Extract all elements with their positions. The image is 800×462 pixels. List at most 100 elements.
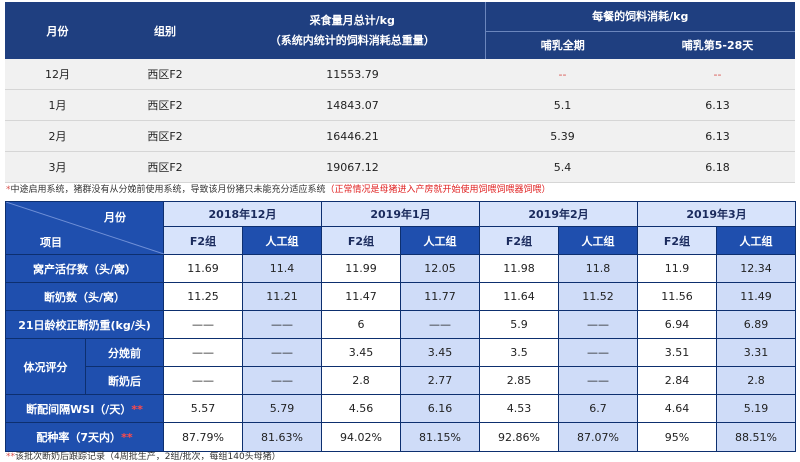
cell-whole: 5.4 (485, 151, 640, 183)
month-header: 2018年12月 (163, 201, 322, 227)
row-label-text: 配种率（7天内） (36, 431, 122, 444)
value-cell: 11.25 (163, 282, 243, 311)
cell-d528: 6.13 (640, 89, 795, 121)
value-cell: 92.86% (479, 422, 559, 452)
table-row: 配种率（7天内）** 87.79% 81.63% 94.02% 81.15% 9… (5, 422, 796, 452)
month-header: 2019年2月 (479, 201, 638, 227)
header-total-line2: （系统内统计的饲料消耗总重量） (269, 33, 435, 47)
cell-total: 16446.21 (220, 120, 485, 152)
cell-month: 2月 (5, 120, 110, 152)
group-header: F2组 (321, 226, 401, 255)
value-cell: 2.85 (479, 366, 559, 395)
value-cell: —— (558, 310, 638, 339)
value-cell: 12.05 (400, 254, 480, 283)
row-sublabel: 断奶后 (85, 366, 164, 395)
value-cell: 95% (637, 422, 717, 452)
group-header: F2组 (479, 226, 559, 255)
value-cell: 2.84 (637, 366, 717, 395)
group-header: F2组 (163, 226, 243, 255)
table-row: 窝产活仔数（头/窝） 11.69 11.4 11.99 12.05 11.98 … (5, 254, 796, 283)
cell-month: 1月 (5, 89, 110, 121)
cell-d528: -- (640, 59, 795, 90)
value-cell: 11.69 (163, 254, 243, 283)
row-label: 配种率（7天内）** (5, 422, 164, 452)
value-cell: —— (242, 338, 322, 367)
cell-total: 19067.12 (220, 151, 485, 183)
cell-month: 3月 (5, 151, 110, 183)
header-month: 月份 (5, 2, 110, 59)
table-row: 3月 西区F2 19067.12 5.4 6.18 (5, 151, 795, 183)
cell-month: 12月 (5, 59, 110, 90)
cell-group: 西区F2 (110, 120, 220, 152)
row-sublabel: 分娩前 (85, 338, 164, 367)
value-cell: 11.56 (637, 282, 717, 311)
footnote-text: 中途启用系统，猪群没有从分娩前使用系统，导致该月份猪只未能充分适应系统 (10, 185, 326, 195)
value-cell: 4.64 (637, 394, 717, 423)
value-cell: 6.16 (400, 394, 480, 423)
value-cell: 3.5 (479, 338, 559, 367)
footnote-system-start: *中途启用系统，猪群没有从分娩前使用系统，导致该月份猪只未能充分适应系统（正常情… (6, 182, 551, 195)
row-label: 断配间隔WSI（/天）** (5, 394, 164, 423)
corner-month-label: 月份 (104, 211, 126, 224)
footnote-tracking: **该批次断奶后跟踪记录（4周批生产，2组/批次，每组140头母猪） (6, 449, 281, 462)
value-cell: 2.8 (716, 366, 796, 395)
footnote-asterisk: * (6, 185, 11, 195)
value-cell: 5.57 (163, 394, 243, 423)
value-cell: 3.51 (637, 338, 717, 367)
value-cell: —— (400, 310, 480, 339)
value-cell: 94.02% (321, 422, 401, 452)
value-cell: 3.45 (321, 338, 401, 367)
value-cell: 87.79% (163, 422, 243, 452)
header-total: 采食量月总计/kg （系统内统计的饲料消耗总重量） (220, 2, 485, 59)
row-label: 窝产活仔数（头/窝） (5, 254, 164, 283)
cell-group: 西区F2 (110, 89, 220, 121)
cell-d528: 6.18 (640, 151, 795, 183)
cell-whole: -- (485, 59, 640, 90)
value-cell: 11.9 (637, 254, 717, 283)
row-label: 断奶数（头/窝） (5, 282, 164, 311)
value-cell: 6.89 (716, 310, 796, 339)
value-cell: 6.7 (558, 394, 638, 423)
value-cell: —— (558, 366, 638, 395)
header-group: 组别 (110, 2, 220, 59)
value-cell: 11.77 (400, 282, 480, 311)
row-label-stars: ** (121, 431, 133, 444)
row-label-condition: 体况评分 (5, 338, 86, 395)
value-cell: 3.31 (716, 338, 796, 367)
value-cell: 11.52 (558, 282, 638, 311)
value-cell: 11.99 (321, 254, 401, 283)
value-cell: 11.4 (242, 254, 322, 283)
table-row: 断奶后 —— —— 2.8 2.77 2.85 —— 2.84 2.8 (6, 366, 796, 395)
value-cell: —— (558, 338, 638, 367)
value-cell: 81.63% (242, 422, 322, 452)
value-cell: 12.34 (716, 254, 796, 283)
value-cell: 2.77 (400, 366, 480, 395)
value-cell: 11.21 (242, 282, 322, 311)
month-header: 2019年1月 (321, 201, 480, 227)
table-row: 体况评分 分娩前 —— —— 3.45 3.45 3.5 —— 3.51 3.3… (5, 338, 796, 395)
value-cell: 2.8 (321, 366, 401, 395)
value-cell: 6 (321, 310, 401, 339)
footnote-red-text: （正常情况是母猪进入产房就开始使用饲喂饲喂器饲喂） (325, 185, 551, 195)
value-cell: 4.56 (321, 394, 401, 423)
group-header: 人工组 (242, 226, 322, 255)
footnote-tracking-text: 该批次断奶后跟踪记录（4周批生产，2组/批次，每组140头母猪） (15, 452, 281, 462)
cell-whole: 5.39 (485, 120, 640, 152)
value-cell: 11.64 (479, 282, 559, 311)
table-row: 1月 西区F2 14843.07 5.1 6.13 (5, 89, 795, 121)
table-row: 断奶数（头/窝） 11.25 11.21 11.47 11.77 11.64 1… (5, 282, 796, 311)
group-header: F2组 (637, 226, 717, 255)
value-cell: —— (242, 366, 322, 395)
cell-group: 西区F2 (110, 59, 220, 90)
table-row: 断配间隔WSI（/天）** 5.57 5.79 4.56 6.16 4.53 6… (5, 394, 796, 423)
value-cell: —— (163, 338, 243, 367)
cell-whole: 5.1 (485, 89, 640, 121)
cell-group: 西区F2 (110, 151, 220, 183)
corner-item-label: 项目 (40, 236, 62, 249)
value-cell: 5.9 (479, 310, 559, 339)
header-total-line1: 采食量月总计/kg (309, 13, 395, 27)
value-cell: —— (163, 310, 243, 339)
cell-total: 14843.07 (220, 89, 485, 121)
row-label-stars: ** (131, 402, 143, 416)
corner-header: 月份 项目 (5, 201, 164, 255)
